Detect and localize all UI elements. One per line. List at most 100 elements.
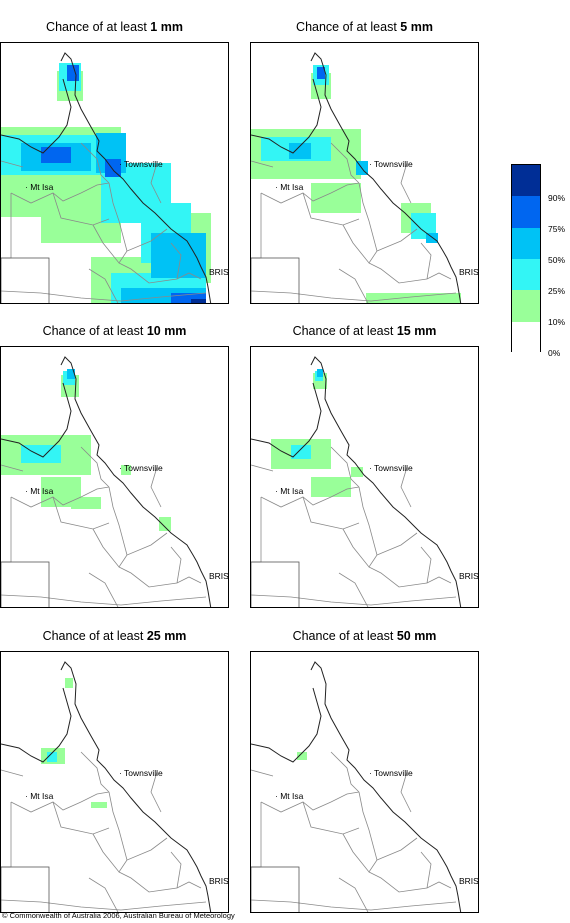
probability-patch	[171, 293, 206, 303]
panel-title-prefix: Chance of at least	[46, 20, 147, 34]
panel-title-amount: 50 mm	[396, 629, 437, 643]
district-boundary	[1, 769, 24, 777]
district-boundary	[1, 899, 207, 911]
district-boundary	[150, 162, 162, 204]
district-boundary	[80, 142, 110, 184]
district-boundary	[52, 801, 110, 835]
legend-swatch-90	[512, 165, 540, 197]
queensland-map: · Townsville · Mt Isa BRIS	[250, 651, 479, 913]
city-label-mt-isa: · Mt Isa	[275, 182, 304, 192]
city-label-mt-isa: · Mt Isa	[25, 486, 54, 496]
district-boundary	[260, 791, 360, 813]
legend-label-0: 0%	[548, 348, 561, 358]
state-border-corner	[251, 866, 300, 912]
district-boundary	[80, 751, 110, 793]
panel-title-amount: 25 mm	[146, 629, 187, 643]
queensland-map: · Townsville · Mt Isa BRIS	[250, 42, 479, 304]
probability-patch	[289, 143, 311, 159]
panel-title-amount: 10 mm	[146, 324, 187, 338]
legend-swatch-10	[512, 290, 540, 322]
district-boundary	[251, 899, 457, 911]
district-boundary	[108, 182, 128, 252]
district-boundary	[338, 268, 369, 303]
probability-patch	[311, 183, 361, 213]
legend-swatch-0	[512, 321, 540, 353]
district-boundary	[170, 242, 182, 280]
legend-swatch-75	[512, 196, 540, 228]
rainfall-probability-map	[1, 52, 212, 303]
district-boundary	[368, 262, 452, 284]
legend-swatch-25	[512, 258, 540, 291]
district-boundary	[251, 594, 457, 606]
district-boundary	[108, 791, 128, 861]
probability-patch	[21, 445, 61, 463]
district-boundary	[88, 877, 119, 912]
coastline	[251, 382, 322, 458]
district-boundary	[1, 160, 24, 168]
district-boundary	[420, 546, 432, 584]
district-boundary	[92, 528, 128, 568]
district-boundary	[126, 837, 168, 861]
district-boundary	[376, 532, 418, 556]
district-boundary	[92, 833, 128, 873]
district-boundary	[88, 572, 119, 607]
coastline	[60, 52, 212, 303]
legend-label-90: 90%	[548, 193, 566, 203]
district-boundary	[376, 228, 418, 252]
coastline	[1, 687, 72, 763]
district-boundary	[400, 162, 412, 204]
probability-patch	[91, 802, 107, 808]
district-boundary	[251, 464, 274, 472]
district-boundary	[420, 242, 432, 280]
legend-label-75: 75%	[548, 224, 566, 234]
legend-label-25: 25%	[548, 286, 566, 296]
city-label-townsville: · Townsville	[369, 463, 413, 473]
coastline	[1, 78, 72, 154]
district-boundary	[251, 193, 262, 259]
queensland-map: · Townsville · Mt Isa BRIS	[0, 346, 229, 608]
panel-title: Chance of at least 50 mm	[250, 629, 479, 643]
state-border-corner	[1, 257, 50, 303]
panel-title-prefix: Chance of at least	[42, 324, 144, 338]
rainfall-probability-map	[251, 52, 462, 303]
panel-title: Chance of at least 10 mm	[0, 324, 229, 338]
panel-title-amount: 5 mm	[400, 20, 433, 34]
coastline	[310, 356, 462, 607]
coastline	[251, 78, 322, 154]
district-boundary	[150, 771, 162, 813]
map-panel-5: Chance of at least 25 mm · Townsville · Mt…	[0, 629, 229, 913]
district-boundary	[358, 791, 378, 861]
district-boundary	[260, 182, 360, 204]
district-boundary	[251, 802, 262, 868]
probability-patch	[317, 369, 323, 377]
probability-patch	[297, 752, 307, 760]
coastline	[60, 661, 212, 912]
city-label-brisbane: BRIS	[459, 571, 479, 581]
district-boundary	[400, 771, 412, 813]
panel-title-prefix: Chance of at least	[292, 629, 394, 643]
district-boundary	[92, 224, 128, 264]
probability-patch	[121, 465, 131, 475]
panel-title-prefix: Chance of at least	[42, 629, 144, 643]
probability-patch	[191, 299, 206, 303]
legend-color-bar	[511, 164, 541, 353]
state-border-corner	[251, 561, 300, 607]
probability-patch	[311, 477, 351, 497]
district-boundary	[126, 228, 168, 252]
city-label-townsville: · Townsville	[119, 159, 163, 169]
probability-patch	[317, 67, 325, 79]
district-boundary	[10, 182, 110, 204]
panel-title-prefix: Chance of at least	[296, 20, 397, 34]
city-label-townsville: · Townsville	[369, 159, 413, 169]
district-boundary	[358, 486, 378, 556]
district-boundary	[302, 192, 360, 226]
district-boundary	[338, 877, 369, 912]
city-label-mt-isa: · Mt Isa	[275, 791, 304, 801]
panel-title: Chance of at least 25 mm	[0, 629, 229, 643]
city-label-mt-isa: · Mt Isa	[25, 791, 54, 801]
city-label-townsville: · Townsville	[369, 768, 413, 778]
probability-patch	[41, 147, 71, 163]
state-border-corner	[251, 257, 300, 303]
rainfall-probability-map	[1, 661, 212, 912]
rainfall-probability-map	[251, 661, 462, 912]
